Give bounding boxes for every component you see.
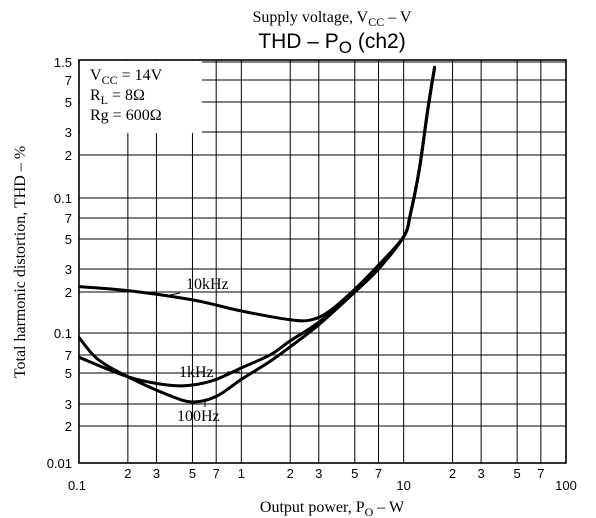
annotations: 10kHz 1kHz 100Hz bbox=[169, 276, 240, 425]
chart-title: THD – PO (ch2) bbox=[258, 30, 405, 57]
annotation-10khz: 10kHz bbox=[186, 276, 229, 293]
x-tick-label: 3 bbox=[478, 466, 485, 481]
top-label: Supply voltage, VCC – V bbox=[253, 9, 412, 29]
x-tick-label: 2 bbox=[287, 466, 294, 481]
y-tick-label: 2 bbox=[65, 285, 72, 300]
x-tick-label: 5 bbox=[351, 466, 358, 481]
plot-frame bbox=[78, 59, 567, 464]
y-tick-label: 0.1 bbox=[54, 191, 72, 206]
x-tick-label: 2 bbox=[449, 466, 456, 481]
y-tick-label: 3 bbox=[65, 397, 72, 412]
x-tick-label: 7 bbox=[537, 466, 544, 481]
y-tick-label: 5 bbox=[65, 232, 72, 247]
conditions-box: VCC = 14V RL = 8Ω Rg = 600Ω bbox=[80, 61, 202, 133]
x-tick-label: 3 bbox=[315, 466, 322, 481]
x-tick-label: 100 bbox=[555, 478, 577, 493]
y-tick-label: 5 bbox=[65, 95, 72, 110]
y-tick-label: 5 bbox=[65, 366, 72, 381]
y-tick-label: 1.5 bbox=[54, 55, 72, 70]
series-curves bbox=[79, 65, 437, 404]
x-tick-label: 5 bbox=[189, 466, 196, 481]
tick-labels: 0.1 2 3 5 7 1 2 3 5 7 10 2 3 5 7 100 0.01 2 3 5 7 0.1 2 3 5 7 0.1 2… bbox=[47, 55, 577, 493]
x-tick-label: 10 bbox=[396, 478, 410, 493]
rl-condition: RL = 8Ω bbox=[90, 87, 145, 107]
x-tick-label: 2 bbox=[124, 466, 131, 481]
y-axis-label: Total harmonic distortion, THD – % bbox=[12, 146, 29, 378]
y-tick-label: 3 bbox=[65, 125, 72, 140]
x-tick-label: 1 bbox=[238, 466, 245, 481]
x-tick-label: 5 bbox=[514, 466, 521, 481]
y-tick-label: 0.1 bbox=[54, 326, 72, 341]
y-tick-label: 0.01 bbox=[47, 456, 72, 471]
x-tick-label: 0.1 bbox=[68, 478, 86, 493]
y-tick-label: 7 bbox=[65, 73, 72, 88]
series-line-100hz bbox=[79, 65, 437, 404]
annotation-leader bbox=[169, 292, 181, 296]
y-tick-label: 2 bbox=[65, 148, 72, 163]
x-tick-label: 3 bbox=[153, 466, 160, 481]
y-tick-label: 7 bbox=[65, 348, 72, 363]
vcc-condition: VCC = 14V bbox=[90, 67, 163, 87]
y-tick-label: 2 bbox=[65, 419, 72, 434]
y-tick-label: 3 bbox=[65, 262, 72, 277]
annotation-1khz: 1kHz bbox=[179, 364, 214, 381]
grid bbox=[78, 60, 567, 464]
x-tick-label: 7 bbox=[213, 466, 220, 481]
x-axis-label: Output power, PO – W bbox=[260, 499, 405, 518]
x-tick-label: 7 bbox=[375, 466, 382, 481]
annotation-100hz: 100Hz bbox=[177, 408, 220, 425]
y-tick-label: 7 bbox=[65, 211, 72, 226]
rg-condition: Rg = 600Ω bbox=[90, 107, 162, 124]
